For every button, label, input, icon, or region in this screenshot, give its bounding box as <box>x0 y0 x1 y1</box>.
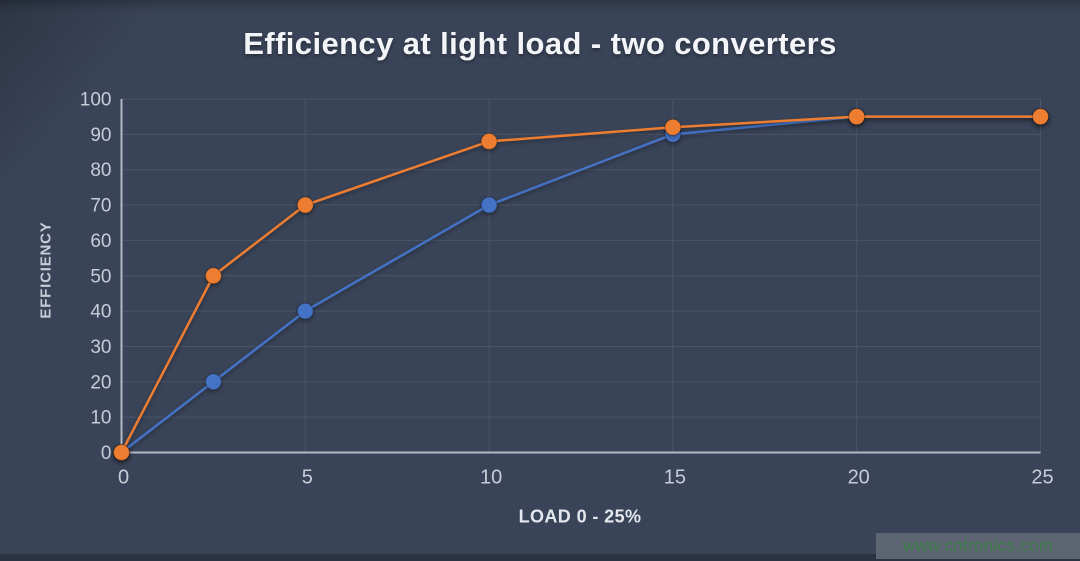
x-tick-label: 0 <box>118 467 129 489</box>
watermark: www.cntronics.com <box>876 533 1080 559</box>
data-point-marker <box>480 132 498 150</box>
y-tick-label: 50 <box>90 266 111 287</box>
series-line <box>120 115 1041 454</box>
x-tick-label: 20 <box>848 467 870 489</box>
y-tick-label: 20 <box>90 372 111 393</box>
y-tick-label: 70 <box>90 196 111 217</box>
data-point-marker <box>1032 108 1049 126</box>
bottom-strip <box>0 554 1080 561</box>
data-point-marker <box>204 267 222 285</box>
y-tick-label: 60 <box>90 231 111 252</box>
data-point-marker <box>113 444 130 461</box>
y-tick-label: 30 <box>90 337 111 358</box>
data-point-marker <box>848 108 866 126</box>
data-point-marker <box>296 302 314 320</box>
x-tick-label: 15 <box>664 467 686 489</box>
data-point-marker <box>204 373 222 391</box>
x-tick-label: 10 <box>480 467 502 489</box>
series-converter-orange <box>113 108 1049 461</box>
y-tick-label: 100 <box>80 90 112 111</box>
x-tick-label: 5 <box>302 467 313 489</box>
data-point-marker <box>296 196 314 214</box>
x-axis-title: LOAD 0 - 25% <box>518 506 642 527</box>
y-tick-label: 80 <box>90 160 111 181</box>
x-tick-label: 25 <box>1031 467 1053 489</box>
y-tick-label: 0 <box>101 443 112 464</box>
data-point-marker <box>480 196 498 214</box>
chart-title: Efficiency at light load - two converter… <box>243 26 837 61</box>
y-tick-label: 90 <box>90 125 111 146</box>
y-axis-title: EFFICIENCY <box>37 221 55 319</box>
series-line <box>120 115 1041 454</box>
data-point-marker <box>664 118 682 136</box>
y-tick-label: 40 <box>90 302 111 323</box>
series-converter-blue <box>113 108 1049 461</box>
y-tick-label: 10 <box>90 408 111 429</box>
